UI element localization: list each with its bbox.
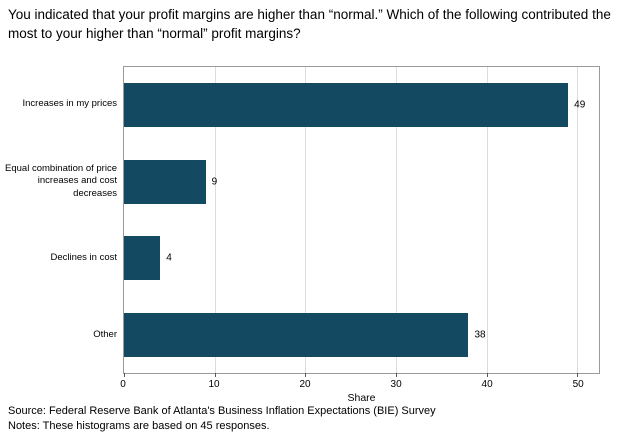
category-label: Equal combination of price increases and… <box>5 162 117 199</box>
x-tick-mark <box>486 373 488 377</box>
bar: 49 <box>124 83 585 128</box>
chart-title: You indicated that your profit margins a… <box>8 7 611 41</box>
x-tick-mark <box>214 373 216 377</box>
gridline <box>577 67 579 373</box>
gridline <box>395 67 397 373</box>
x-tick-label: 40 <box>481 379 493 390</box>
category-label: Other <box>93 329 117 341</box>
category-label: Declines in cost <box>50 252 117 264</box>
x-tick-label: 30 <box>390 379 402 390</box>
x-tick-label: 50 <box>572 379 584 390</box>
x-tick-mark <box>305 373 307 377</box>
bar-value-label: 38 <box>474 329 486 341</box>
notes-note: Notes: These histograms are based on 45 … <box>8 420 270 432</box>
x-tick-mark <box>124 373 125 377</box>
gridline <box>305 67 307 373</box>
x-tick-label: 20 <box>299 379 311 390</box>
gridline <box>214 67 216 373</box>
bar-value-label: 9 <box>211 176 218 188</box>
bar-band: 9 <box>124 144 599 221</box>
x-tick-label: 10 <box>208 379 220 390</box>
bar: 38 <box>124 312 486 357</box>
bar-value-label: 49 <box>574 99 586 111</box>
category-label: Increases in my prices <box>22 98 117 110</box>
bar-band: 4 <box>124 220 599 297</box>
category-labels: Increases in my prices Equal combination … <box>0 66 117 374</box>
bar: 9 <box>124 159 217 204</box>
bar-value-label: 4 <box>166 252 172 264</box>
x-tick-mark <box>577 373 579 377</box>
x-ticks: 0 10 20 30 40 50 <box>120 379 600 391</box>
bar-band: 38 <box>124 297 599 374</box>
bar-band: 49 <box>124 67 599 144</box>
bar: 4 <box>124 236 172 281</box>
source-note: Source: Federal Reserve Bank of Atlanta'… <box>8 405 436 417</box>
x-tick-label: 0 <box>120 379 126 390</box>
gridline <box>486 67 488 373</box>
x-tick-mark <box>395 373 397 377</box>
plot-area: 49 9 4 38 <box>123 66 600 377</box>
x-axis-label: Share <box>347 392 376 404</box>
